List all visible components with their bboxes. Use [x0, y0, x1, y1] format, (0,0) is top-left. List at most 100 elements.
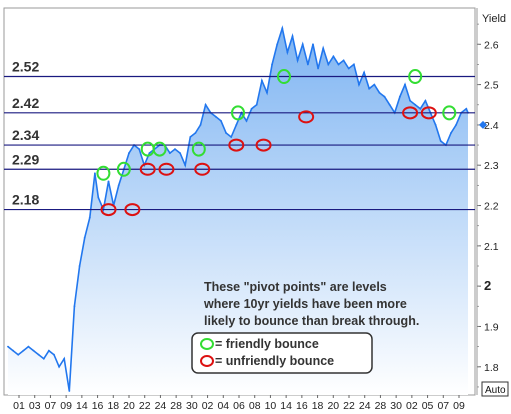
y-axis-title: Yield: [482, 13, 506, 25]
series-point: [68, 390, 71, 392]
x-tick-label: 24: [155, 400, 167, 412]
series-point: [276, 43, 279, 46]
series-point: [37, 353, 40, 356]
legend: = friendly bounce = unfriendly bounce: [191, 332, 373, 374]
x-tick-label: 30: [390, 400, 402, 412]
friendly-bounce-marker: [277, 69, 291, 85]
series-point: [327, 63, 330, 66]
pivot-label: 2.18: [12, 192, 39, 208]
x-tick-label: 02: [202, 400, 214, 412]
series-point: [291, 35, 294, 38]
series-point: [83, 236, 86, 239]
annotation-line-2: where 10yr yields have been more: [203, 297, 407, 311]
x-tick-label: 07: [45, 400, 57, 412]
unfriendly-bounce-marker: [158, 162, 175, 176]
friendly-bounce-marker: [191, 141, 206, 157]
friendly-bounce-marker: [408, 69, 423, 85]
series-point: [465, 107, 468, 110]
auto-scale-button[interactable]: Auto: [481, 381, 509, 397]
annotation: These "pivot points" are levels where 10…: [203, 280, 419, 328]
pivot-label: 2.29: [12, 151, 39, 167]
unfriendly-bounce-marker: [228, 138, 245, 152]
series-point: [347, 67, 350, 70]
pivot-label: 2.34: [12, 127, 39, 143]
series-point: [286, 51, 289, 54]
y-tick-label: 2.1: [484, 241, 499, 253]
friendly-bounce-marker: [152, 141, 167, 157]
unfriendly-bounce-marker: [298, 110, 315, 124]
series-point: [358, 83, 360, 86]
y-tick-label: 2.5: [484, 80, 499, 92]
series-point: [398, 95, 401, 98]
series-point: [383, 95, 386, 98]
series-point: [296, 59, 299, 62]
series-point: [7, 345, 9, 348]
series-point: [404, 83, 406, 86]
x-tick-label: 10: [265, 400, 277, 412]
series-point: [322, 47, 325, 50]
current-value-marker: [479, 120, 487, 129]
series-point: [199, 124, 202, 126]
x-tick-label: 03: [29, 400, 41, 412]
series-point: [63, 357, 66, 360]
x-tick-label: 05: [422, 400, 434, 412]
unfriendly-bounce-marker: [402, 106, 419, 120]
y-tick-label: 2: [484, 278, 491, 293]
series-point: [352, 63, 355, 66]
series-point: [12, 349, 15, 352]
friendly-bounce-marker: [116, 161, 131, 177]
auto-button-label[interactable]: Auto: [485, 385, 506, 396]
series-point: [439, 140, 442, 142]
x-tick-label: 16: [296, 400, 308, 412]
series-point: [148, 152, 151, 155]
unfriendly-bounce-marker: [420, 106, 437, 120]
series-point: [220, 119, 222, 122]
pivot-label: 2.42: [12, 95, 39, 111]
series-point: [189, 136, 192, 138]
series-point: [88, 216, 91, 219]
series-point: [434, 124, 437, 126]
series-point: [58, 365, 61, 368]
y-tick-label: 2.3: [484, 160, 499, 172]
pivot-label: 2.52: [12, 59, 39, 75]
unfriendly-bounce-marker: [124, 203, 141, 217]
series-point: [179, 152, 181, 155]
series-point: [168, 152, 171, 155]
x-tick-label: 02: [406, 400, 418, 412]
x-tick-label: 20: [327, 400, 339, 412]
x-tick-label: 01: [13, 400, 25, 412]
series-point: [332, 55, 335, 58]
auto-button-frame[interactable]: [481, 381, 509, 397]
series-point: [245, 119, 248, 122]
series-point: [93, 172, 96, 175]
legend-friendly-swatch: [200, 338, 214, 350]
y-tick-label: 1.8: [484, 362, 499, 374]
y-tick-label: 2.4: [484, 120, 499, 132]
legend-unfriendly-label: = unfriendly bounce: [215, 354, 334, 368]
x-axis: 01 03 07 09 14 16 18 20 22 24 28 30 02 04 06 08 10 14 16 18…: [13, 395, 465, 412]
series-point: [32, 349, 35, 352]
x-tick-label: 06: [233, 400, 245, 412]
x-tick-label: 14: [76, 400, 88, 412]
series-point: [53, 353, 55, 356]
series-point: [455, 124, 457, 126]
series-point: [419, 107, 422, 110]
series-point: [363, 71, 365, 74]
series-point: [42, 357, 45, 360]
series-point: [194, 132, 197, 134]
x-tick-label: 22: [139, 400, 151, 412]
series-area: [8, 28, 468, 395]
unfriendly-bounce-marker: [139, 162, 156, 176]
y-tick-label: 2.6: [484, 39, 499, 51]
series-point: [414, 103, 417, 106]
unfriendly-bounce-marker: [100, 203, 117, 217]
series-point: [225, 132, 227, 134]
legend-box: [191, 332, 373, 374]
x-tick-label: 18: [107, 400, 119, 412]
x-tick-label: 14: [280, 400, 292, 412]
friendly-bounce-marker: [442, 105, 457, 121]
series-point: [281, 27, 284, 30]
series-point: [424, 99, 427, 102]
x-tick-label: 24: [359, 400, 371, 412]
